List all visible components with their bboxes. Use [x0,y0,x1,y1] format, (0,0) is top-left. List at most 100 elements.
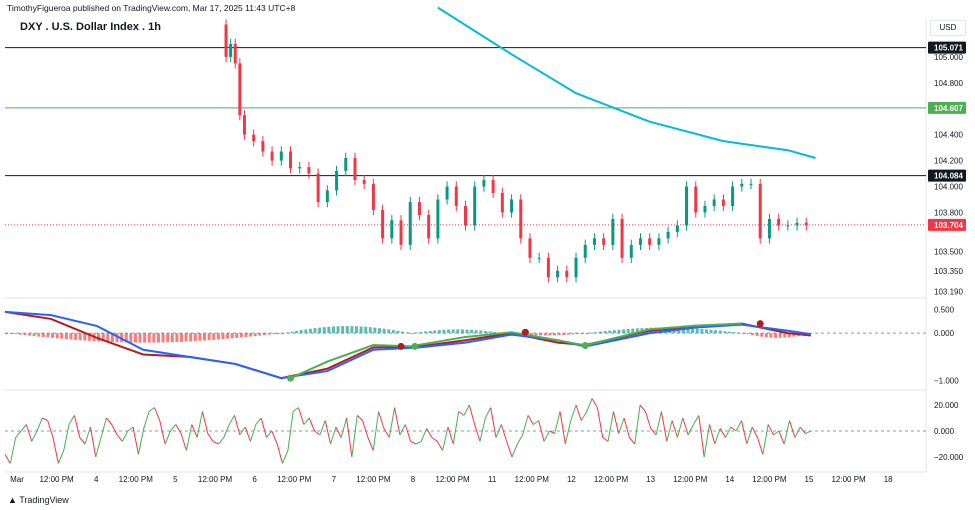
macd-histogram-bar [226,333,230,339]
candle-body [786,225,790,227]
tradingview-logo[interactable]: ▲ TradingView [8,495,69,505]
macd-histogram-bar [727,331,731,334]
macd-histogram-bar [691,328,695,334]
macd-histogram-bar [272,333,276,335]
candle-body [648,238,652,245]
price-tick-label: 104.000 [934,183,963,192]
macd-tick-label: 0.500 [934,305,955,314]
oscillator-segment [458,411,465,416]
time-axis[interactable]: Mar 12:00 PM 4 12:00 PM 5 12:00 PM 6 12:00 PM 7 1… [10,475,893,484]
oscillator-segment [511,443,518,458]
time-tick-label: 13 [646,475,655,484]
candle-body [445,186,449,200]
macd-histogram-bar [391,330,395,334]
oscillator-segment [383,428,390,438]
candle-body [491,180,495,193]
candle-body [335,170,339,191]
time-tick-label: 4 [94,475,99,484]
symbol-title[interactable]: DXY . U.S. Dollar Index . 1h [20,21,162,33]
candle-body [721,199,725,206]
candle-body [408,202,412,245]
macd-histogram-bar [718,330,722,334]
macd-histogram-bar [695,328,699,334]
oscillator-segment [730,426,737,432]
macd-histogram-bar [778,333,782,338]
time-tick-label: 14 [725,475,734,484]
oscillator-segment [20,424,27,432]
price-pane[interactable] [5,6,926,283]
candle-body [546,257,550,278]
candle-body [353,158,357,181]
macd-histogram-bar [276,333,280,335]
time-tick-label: 12:00 PM [594,475,629,484]
macd-histogram-bar [534,333,538,336]
oscillator-segment [719,428,726,438]
oscillator-segment [596,407,604,438]
oscillator-segment [378,411,385,429]
oscillator-segment [63,424,70,451]
macd-histogram-bar [681,327,685,334]
macd-histogram-bar [741,333,745,335]
macd-histogram-bar [110,333,114,343]
candle-body [289,151,293,169]
macd-histogram-bar [239,333,243,338]
macd-pane[interactable] [4,310,926,382]
candle-body [252,134,256,142]
candle-body [390,220,394,239]
oscillator-segment [570,404,577,421]
oscillator-segment [655,411,662,436]
oscillator-segment [319,420,326,436]
oscillator-segment [73,415,81,438]
oscillator-pane[interactable] [4,398,926,464]
candle-body [528,238,532,258]
oscillator-segment [538,420,545,442]
oscillator-segment [698,415,705,458]
oscillator-segment [533,420,539,425]
oscillator-segment [773,430,780,436]
oscillator-segment [580,411,588,421]
currency-button[interactable]: USD [930,20,966,36]
macd-histogram-bar [364,326,368,334]
oscillator-segment [266,430,273,438]
oscillator-segment [89,427,97,458]
candle-body [685,186,689,226]
time-tick-label: Mar [10,475,24,484]
macd-histogram-bar [230,333,234,339]
macd-line [4,310,811,380]
price-tick-label: 103.190 [934,288,963,297]
macd-histogram-bar [60,333,64,339]
macd-histogram-bar [755,333,759,336]
oscillator-segment [474,424,481,442]
oscillator-segment [271,430,278,445]
macd-histogram-bar [552,333,556,336]
oscillator-segment [484,407,492,419]
oscillator-segment [116,434,123,442]
oscillator-segment [778,430,785,445]
candle-body [325,190,329,203]
oscillator-segment [68,415,75,425]
macd-histogram-bar [184,333,188,342]
price-tick-label: 103.800 [934,208,963,217]
macd-histogram-bar [368,327,372,334]
time-tick-label: 12:00 PM [356,475,391,484]
oscillator-segment [644,411,652,429]
macd-histogram-bar [51,333,55,338]
macd-histogram-bar [308,328,312,334]
cross-marker [581,341,589,349]
oscillator-segment [805,430,812,435]
oscillator-segment [415,440,422,445]
price-axis[interactable]: 105.000 104.800 104.400 104.200 104.000 103.8… [928,41,966,462]
candle-body [473,186,477,226]
candle-body [758,183,762,239]
oscillator-segment [47,420,54,438]
oscillator-segment [676,417,684,438]
macd-histogram-bar [193,333,197,342]
oscillator-segment [42,417,48,422]
oscillator-segment [394,407,401,435]
oscillator-segment [244,426,251,442]
macd-histogram-bar [617,329,621,334]
oscillator-segment [436,441,444,451]
macd-histogram-bar [170,333,174,343]
macd-histogram-bar [212,333,216,340]
